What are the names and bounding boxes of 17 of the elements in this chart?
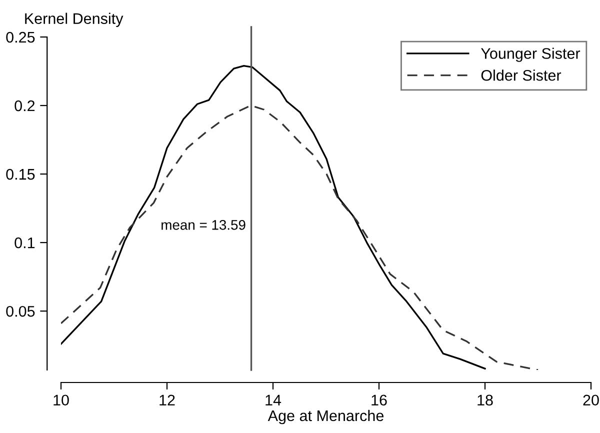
y-tick-label: 0.1 [14, 237, 35, 248]
x-axis-title: Age at Menarche [268, 410, 384, 424]
y-axis-title: Kernel Density [25, 12, 124, 28]
y-tick-label: 0.2 [14, 100, 35, 112]
line-series [61, 104, 539, 370]
ref-line-label: mean = 13.59 [162, 220, 246, 230]
y-tick-label: 0.25 [6, 32, 35, 43]
x-tick-label: 20 [583, 394, 599, 406]
legend-label: Older Sister [481, 70, 562, 81]
y-tick-label: 0.05 [6, 306, 35, 317]
y-tick-label: 0.15 [6, 168, 35, 180]
x-tick-label: 10 [54, 394, 69, 406]
x-tick-label: 18 [478, 394, 493, 406]
x-tick-label: 16 [372, 394, 387, 406]
legend-label: Younger Sister [480, 48, 580, 62]
x-tick-label: 14 [266, 394, 282, 406]
x-tick-label: 12 [160, 394, 175, 406]
